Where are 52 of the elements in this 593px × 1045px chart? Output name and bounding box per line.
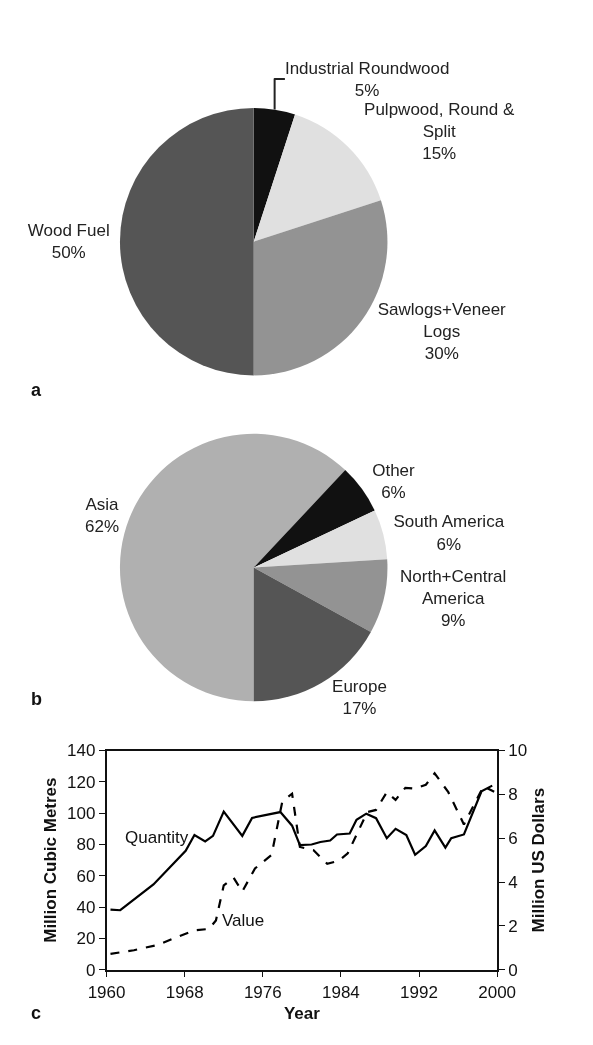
- y-axis-title: Million Cubic Metres: [41, 777, 61, 943]
- y2-tick-label: 6: [508, 829, 518, 849]
- x-tick-label: 1984: [321, 982, 360, 1002]
- slice-label: Asia: [85, 494, 120, 514]
- x-tick-label: 2000: [478, 982, 517, 1002]
- y-tick-label: 0: [85, 960, 96, 980]
- pie-slice: [253, 510, 388, 568]
- data-label: 6%: [381, 483, 406, 503]
- line-series: [109, 772, 496, 956]
- data-label: 17%: [342, 699, 377, 719]
- x-tick-label: 1976: [243, 982, 282, 1002]
- slice-label: Sawlogs+Veneer Logs: [377, 299, 507, 341]
- slice-label: Other: [372, 461, 416, 481]
- slice-label: Europe: [332, 677, 387, 697]
- y2-tick-label: 4: [508, 873, 518, 892]
- y-tick-label: 100: [67, 804, 96, 824]
- slice-label: Wood Fuel: [27, 221, 110, 241]
- y2-axis-title: Million US Dollars: [529, 787, 549, 933]
- data-label: 30%: [424, 343, 459, 363]
- text: a: [31, 380, 42, 400]
- pie-slice: [253, 107, 296, 242]
- series-label: Value: [222, 911, 265, 930]
- y-tick-label: 80: [76, 835, 96, 855]
- data-label: 9%: [440, 610, 466, 630]
- y2-tick-label: 0: [508, 960, 518, 980]
- x-tick-label: 1992: [400, 982, 438, 1002]
- y2-tick-label: 8: [508, 785, 518, 805]
- y-tick-label: 120: [67, 772, 96, 792]
- pie-slice: [253, 470, 375, 568]
- slice-label: South America: [393, 512, 505, 532]
- data-label: 62%: [84, 517, 120, 537]
- text: b: [31, 689, 42, 709]
- pie-slice: [253, 559, 388, 632]
- text: c: [31, 1003, 42, 1023]
- data-label: 50%: [51, 243, 86, 263]
- data-label: 5%: [354, 80, 380, 100]
- series-label: Quantity: [125, 828, 189, 847]
- x-tick-label: 1968: [165, 982, 204, 1002]
- y2-tick-label: 10: [508, 741, 528, 761]
- y-tick-label: 60: [76, 866, 96, 886]
- slice-label: Pulpwood, Round & Split: [364, 99, 516, 141]
- x-tick-label: 1960: [87, 982, 126, 1002]
- data-label: 6%: [436, 534, 462, 554]
- slice-label: North+Central America: [400, 566, 507, 608]
- y-tick-label: 40: [76, 898, 96, 918]
- data-label: 15%: [422, 143, 457, 163]
- x-axis-title: Year: [283, 1003, 321, 1023]
- slice-label: Industrial Roundwood: [284, 58, 450, 78]
- y-tick-label: 20: [76, 929, 96, 949]
- pie-slice: [120, 107, 254, 376]
- y2-tick-label: 2: [508, 916, 518, 936]
- y-tick-label: 140: [67, 741, 96, 761]
